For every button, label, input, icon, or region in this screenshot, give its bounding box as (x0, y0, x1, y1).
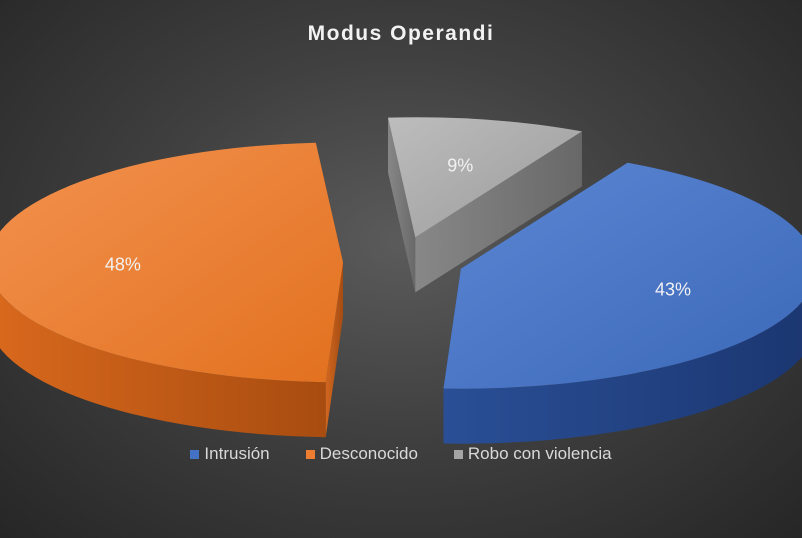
pie-slice-wall (325, 262, 344, 438)
legend-item-robo-con-violencia: Robo con violencia (453, 444, 612, 464)
pie-slice-top (388, 117, 582, 238)
data-label-intrusion: 43% (655, 279, 691, 299)
legend-swatch (305, 449, 315, 459)
chart-title: Modus Operandi (307, 22, 495, 45)
legend-label: Intrusión (204, 444, 270, 463)
pie-slice-wall (415, 131, 582, 293)
pie-slice-top (0, 142, 344, 383)
pie-slice-intrusion: 43% (443, 162, 802, 444)
pie-slice-desconocido: 48% (0, 142, 344, 438)
pie-slice-side (443, 301, 802, 444)
data-label-robo-con-violencia: 9% (447, 156, 473, 176)
legend-label: Robo con violencia (467, 444, 612, 463)
pie-slice-wall (388, 117, 416, 293)
legend-label: Desconocido (319, 444, 418, 463)
data-label-desconocido: 48% (105, 254, 141, 274)
legend-swatch (190, 449, 200, 459)
legend-item-intrusion: Intrusión (190, 444, 270, 464)
legend: Intrusión Desconocido Robo con violencia (0, 444, 802, 464)
pie-slice-robo-con-violencia: 9% (388, 117, 582, 293)
pie-slice-top (443, 162, 802, 389)
legend-item-desconocido: Desconocido (305, 444, 418, 464)
legend-swatch (453, 449, 463, 459)
pie-slice-side (0, 293, 326, 438)
